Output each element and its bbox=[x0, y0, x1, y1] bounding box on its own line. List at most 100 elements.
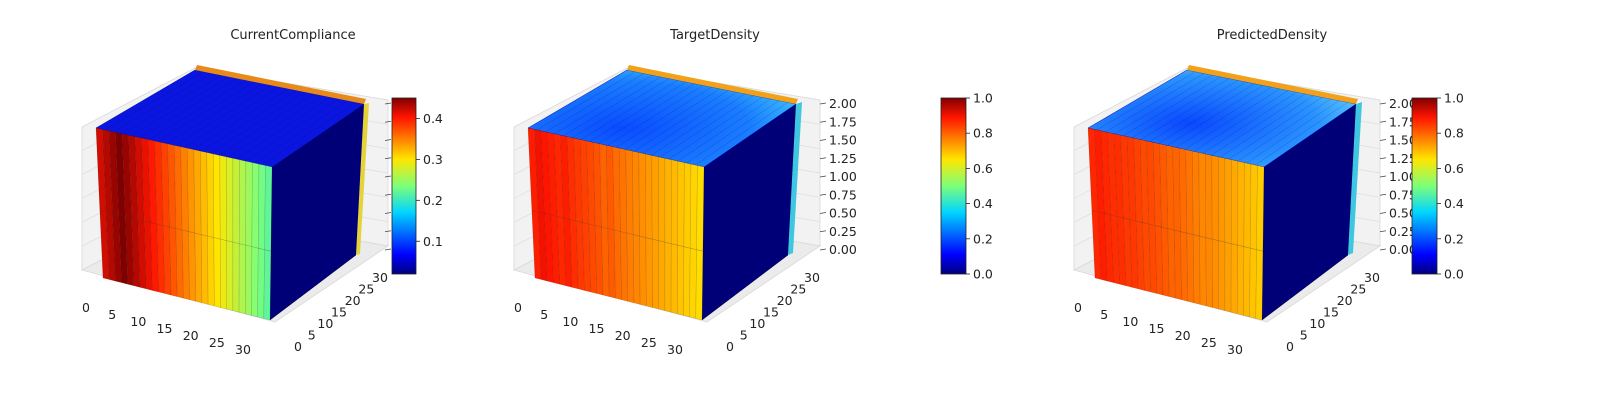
voxel-edge bbox=[1344, 106, 1353, 258]
voxel-edge bbox=[1096, 71, 1196, 131]
voxel-edge bbox=[780, 109, 789, 261]
colorbar-tick-label: 0.8 bbox=[1444, 126, 1464, 141]
x-tick-label: 10 bbox=[130, 314, 146, 329]
voxel-edge bbox=[227, 95, 322, 158]
x-tick-label: 5 bbox=[540, 307, 548, 322]
voxel-edge bbox=[276, 161, 280, 315]
voxel-edge bbox=[598, 83, 695, 144]
voxel-edge bbox=[730, 145, 735, 299]
voxel-edge bbox=[175, 85, 272, 146]
voxel-edge bbox=[323, 127, 330, 280]
voxel-edge bbox=[1091, 210, 1263, 252]
voxel-edge bbox=[330, 122, 338, 274]
voxel-edge bbox=[352, 106, 361, 258]
x-tick-label: 25 bbox=[209, 335, 225, 350]
voxel-edge bbox=[1315, 127, 1322, 280]
voxel-edge bbox=[192, 88, 289, 150]
z-tick-label: 1.00 bbox=[1389, 169, 1417, 184]
y-tick-label: 0 bbox=[726, 339, 734, 354]
voxel-edge bbox=[345, 111, 353, 264]
voxel-column bbox=[677, 160, 685, 316]
y-tick-label: 5 bbox=[740, 328, 748, 343]
voxel-edge bbox=[1167, 85, 1264, 146]
voxel-edge bbox=[302, 143, 307, 296]
voxel-edge bbox=[99, 210, 271, 252]
voxel-column bbox=[263, 165, 273, 321]
voxel-column bbox=[1230, 159, 1239, 315]
z-tick-label: 2.00 bbox=[829, 96, 857, 111]
z-tick-mark bbox=[384, 157, 392, 160]
voxel-edge bbox=[1311, 130, 1318, 283]
voxel-edge bbox=[1276, 156, 1280, 310]
colorbar-tick-label: 0.2 bbox=[1444, 231, 1464, 246]
x-tick-label: 30 bbox=[667, 342, 683, 357]
y-tick-label: 5 bbox=[1300, 328, 1308, 343]
voxel-edge bbox=[131, 76, 229, 136]
z-tick-mark bbox=[819, 102, 827, 105]
voxel-edge bbox=[580, 80, 678, 140]
voxel-edge bbox=[773, 114, 781, 266]
x-tick-label: 0 bbox=[1074, 300, 1082, 315]
z-tick-mark bbox=[384, 248, 392, 251]
cube-rim bbox=[788, 102, 802, 255]
voxel-edge bbox=[1337, 111, 1345, 264]
x-tick-label: 0 bbox=[514, 300, 522, 315]
voxel-edge bbox=[1255, 102, 1348, 166]
z-tick-mark bbox=[819, 157, 827, 160]
voxel-edge bbox=[287, 153, 292, 307]
voxel-edge bbox=[734, 143, 739, 296]
colorbar-tick-label: 0.6 bbox=[973, 161, 993, 176]
z-tick-mark bbox=[384, 193, 392, 196]
x-tick-label: 15 bbox=[157, 321, 173, 336]
voxel-edge bbox=[245, 98, 339, 162]
y-tick-label: 20 bbox=[1337, 293, 1353, 308]
voxel-edge bbox=[1123, 76, 1221, 136]
x-tick-label: 30 bbox=[235, 342, 251, 357]
x-tick-label: 25 bbox=[641, 335, 657, 350]
voxel-edge bbox=[1219, 95, 1314, 158]
z-tick-label: 0.00 bbox=[829, 242, 857, 257]
voxel-edge bbox=[536, 71, 636, 131]
voxel-edge bbox=[1279, 153, 1284, 307]
voxel-column bbox=[1218, 156, 1226, 311]
voxel-edge bbox=[759, 124, 766, 277]
voxel-edge bbox=[1237, 98, 1331, 162]
x-tick-label: 15 bbox=[1149, 321, 1165, 336]
voxel-edge bbox=[334, 119, 342, 272]
cube-rim bbox=[1348, 102, 1362, 255]
z-tick-label: 0.50 bbox=[1389, 206, 1417, 221]
voxel-column bbox=[226, 156, 234, 311]
voxel-edge bbox=[1175, 86, 1272, 148]
voxel-edge bbox=[1294, 143, 1299, 296]
voxel-edge bbox=[219, 93, 314, 156]
cube-rim bbox=[356, 103, 369, 255]
voxel-column bbox=[638, 152, 647, 307]
chart-title: CurrentCompliance bbox=[230, 28, 355, 43]
chart-title: PredictedDensity bbox=[1217, 28, 1328, 43]
x-tick-label: 10 bbox=[1122, 314, 1138, 329]
voxel-edge bbox=[210, 91, 305, 154]
voxel-edge bbox=[1202, 91, 1297, 154]
colorbar-tick-label: 0.4 bbox=[1444, 196, 1464, 211]
voxel-edge bbox=[1140, 80, 1238, 140]
z-tick-label: 1.25 bbox=[1389, 151, 1417, 166]
z-tick-mark bbox=[384, 212, 392, 214]
x-tick-label: 20 bbox=[183, 328, 199, 343]
voxel-edge bbox=[1340, 109, 1349, 261]
voxel-edge bbox=[677, 98, 771, 162]
z-tick-mark bbox=[1379, 248, 1387, 251]
colorbar bbox=[391, 97, 417, 275]
voxel-edge bbox=[201, 90, 297, 152]
voxel-edge bbox=[280, 159, 284, 312]
z-tick-mark bbox=[384, 230, 392, 233]
voxel-edge bbox=[607, 85, 704, 146]
voxel-edge bbox=[1322, 122, 1330, 274]
y-tick-label: 10 bbox=[749, 316, 765, 331]
voxel-edge bbox=[744, 135, 751, 288]
x-tick-label: 25 bbox=[1201, 335, 1217, 350]
z-tick-mark bbox=[1379, 120, 1387, 123]
voxel-edge bbox=[633, 90, 729, 152]
z-tick-label: 1.75 bbox=[1389, 114, 1417, 129]
voxel-edge bbox=[104, 71, 204, 131]
x-tick-label: 10 bbox=[562, 314, 578, 329]
